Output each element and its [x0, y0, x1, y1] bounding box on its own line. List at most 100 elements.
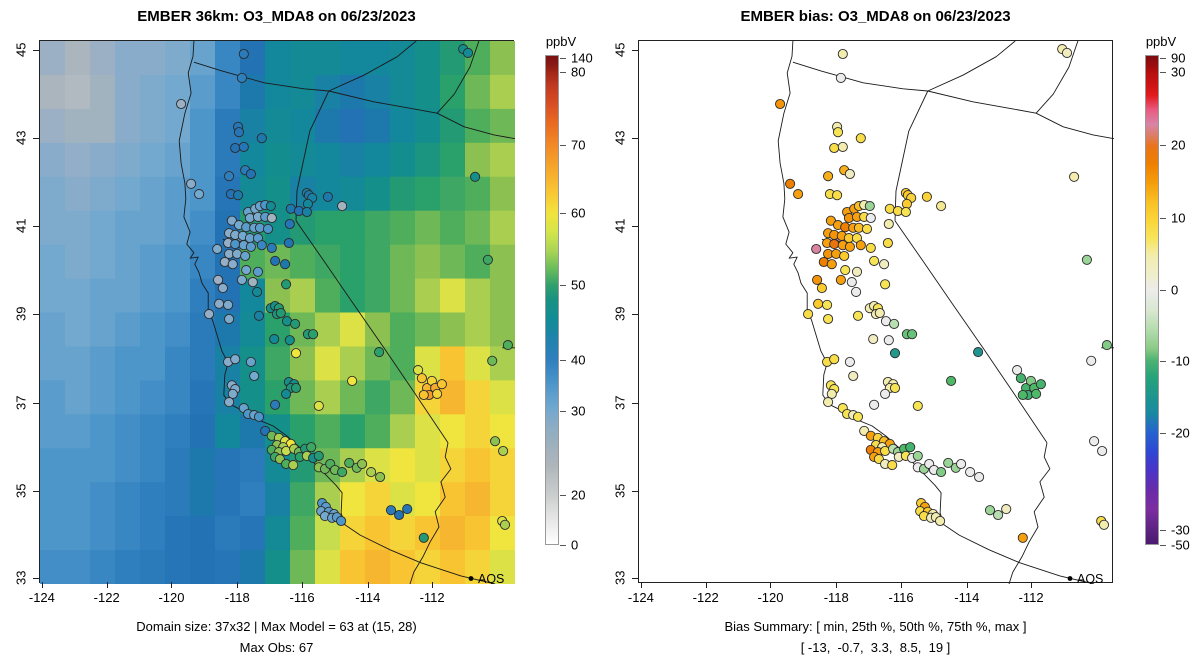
raster-cell [340, 244, 366, 280]
raster-cell [340, 108, 366, 144]
bias-station-point [883, 335, 894, 346]
colorbar-tick [560, 411, 566, 413]
colorbar-tick-label: 20 [571, 487, 586, 503]
obs-station-point [394, 509, 405, 521]
raster-cell [90, 380, 116, 415]
raster-cell [265, 550, 291, 584]
y-axis-tick-label: 45 [13, 42, 29, 58]
colorbar-tick [1160, 218, 1166, 220]
obs-station-point [432, 388, 443, 399]
raster-cell [240, 550, 266, 584]
bias-station-point [936, 201, 947, 212]
obs-station-point [281, 279, 292, 290]
bias-station-point [956, 458, 967, 470]
bias-station-point [823, 313, 834, 325]
colorbar-tick [1160, 432, 1166, 434]
raster-cell [190, 448, 216, 483]
raster-cell [65, 210, 91, 246]
raster-cell [190, 414, 216, 449]
raster-cell [390, 278, 416, 313]
raster-cell [365, 176, 391, 212]
raster-cell [490, 41, 515, 76]
bias-station-point [879, 259, 890, 270]
colorbar-tick [560, 145, 566, 147]
state-border-line [894, 90, 929, 221]
x-axis-tick [41, 582, 43, 588]
raster-cell [90, 244, 116, 280]
obs-station-point [223, 299, 234, 310]
bias-station-point [1035, 379, 1046, 390]
raster-cell [165, 210, 191, 246]
bias-station-point [1089, 436, 1100, 447]
bias-station-point [826, 388, 837, 399]
y-axis-tick [632, 226, 638, 228]
raster-cell [190, 244, 216, 280]
x-axis-tick-label: -118 [224, 590, 250, 605]
y-axis-tick-label: 41 [612, 218, 628, 234]
raster-cell [415, 516, 441, 551]
colorbar-tick-label: 50 [571, 277, 586, 293]
x-axis-tick-label: -116 [289, 590, 315, 605]
state-border-line [927, 41, 1016, 92]
raster-cell [465, 482, 491, 517]
x-axis-tick-label: -124 [28, 590, 55, 605]
obs-station-point [233, 127, 245, 138]
obs-station-point [347, 375, 358, 386]
raster-cell [190, 380, 216, 415]
raster-cell [340, 41, 366, 76]
raster-cell [65, 74, 91, 110]
raster-cell [140, 108, 166, 144]
obs-station-point [502, 340, 513, 351]
raster-cell [265, 74, 291, 110]
raster-cell [190, 41, 216, 76]
raster-cell [440, 414, 466, 449]
raster-cell [265, 142, 291, 178]
raster-cell [440, 516, 466, 551]
model-caption-domain: Domain size: 37x32 | Max Model = 63 at (… [136, 619, 417, 634]
bias-map-panel: EMBER bias: O3_MDA8 on 06/23/2023 AQS -12… [613, 0, 1114, 672]
obs-station-point [230, 142, 241, 154]
raster-cell [315, 142, 341, 178]
raster-cell [65, 244, 91, 280]
raster-cell [490, 244, 515, 280]
colorbar-tick [1160, 529, 1166, 531]
raster-cell [290, 278, 316, 313]
bias-station-point [1086, 355, 1097, 366]
obs-station-point [226, 215, 237, 226]
bias-station-point [984, 505, 996, 516]
y-axis-tick-label: 43 [612, 130, 628, 145]
bias-station-point [840, 265, 851, 276]
bias-station-point [823, 397, 834, 408]
x-axis-tick [106, 582, 108, 588]
raster-cell [90, 414, 116, 449]
obs-station-point [336, 515, 347, 527]
raster-cell [390, 516, 416, 551]
raster-cell [90, 448, 116, 483]
obs-station-point [265, 201, 276, 212]
bias-station-point [974, 471, 985, 483]
obs-station-point [374, 347, 385, 358]
bias-station-point [868, 334, 879, 345]
raster-cell [65, 346, 91, 381]
x-axis-tick-label: -122 [93, 590, 120, 605]
raster-cell [115, 278, 141, 313]
model-colorbar-unit-label: ppbV [545, 34, 577, 49]
bias-station-point [846, 277, 857, 288]
colorbar-tick-label: 90 [1171, 50, 1186, 66]
raster-cell [215, 414, 241, 449]
raster-cell [365, 41, 391, 76]
raster-cell [215, 550, 241, 584]
raster-cell [440, 312, 466, 347]
raster-cell [140, 74, 166, 110]
raster-cell [65, 414, 91, 449]
raster-cell [315, 414, 341, 449]
raster-cell [340, 380, 366, 415]
raster-cell [165, 516, 191, 551]
bias-station-point [946, 375, 957, 386]
raster-cell [415, 482, 441, 517]
obs-station-point [245, 241, 256, 252]
bias-station-point [887, 460, 898, 471]
colorbar-tick-label: -20 [1171, 425, 1190, 441]
raster-cell [265, 346, 291, 381]
raster-cell [340, 550, 366, 584]
